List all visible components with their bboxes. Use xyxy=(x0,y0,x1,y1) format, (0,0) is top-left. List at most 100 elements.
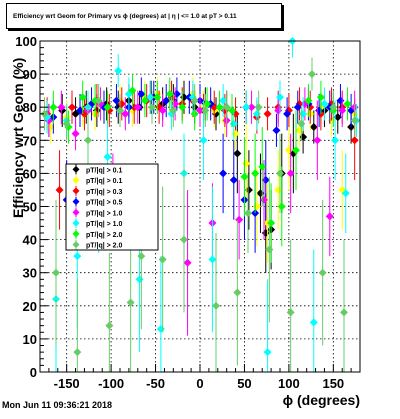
data-point xyxy=(292,146,300,155)
data-point xyxy=(244,185,253,194)
data-point xyxy=(240,172,249,181)
data-point xyxy=(49,103,58,112)
x-axis-label: ϕ (degrees) xyxy=(282,392,360,408)
data-point xyxy=(212,301,220,310)
y-tick-label: 100 xyxy=(15,34,37,49)
legend-label: pT/|q| > 0.1 xyxy=(86,167,123,174)
data-point xyxy=(219,96,228,105)
data-point xyxy=(265,245,274,254)
data-point xyxy=(178,103,187,112)
data-point xyxy=(68,103,76,112)
x-tick-label: 100 xyxy=(278,376,300,391)
data-point xyxy=(233,288,242,297)
data-point xyxy=(331,136,340,145)
data-point xyxy=(148,103,156,112)
data-point xyxy=(135,275,144,284)
y-tick-label: 50 xyxy=(23,200,37,215)
data-point xyxy=(252,202,261,211)
y-tick-label: 80 xyxy=(23,100,37,115)
legend-label: pT/|q| > 0.5 xyxy=(86,200,123,207)
y-axis-label: Efficiency wrt Geom (%) xyxy=(10,57,26,218)
data-point xyxy=(338,106,347,115)
y-tick-label: 90 xyxy=(23,67,37,82)
data-point xyxy=(263,109,272,118)
data-point xyxy=(276,93,284,102)
legend-label: pT/|q| > 1.0 xyxy=(86,210,123,217)
data-point xyxy=(286,169,295,178)
data-point xyxy=(190,96,199,105)
axes: -150 -100 -50 0 50 100 150 0 10 20 30 40 50 60 70 80 90 1… xyxy=(15,34,361,391)
x-tick-label: -150 xyxy=(54,376,80,391)
data-point xyxy=(222,103,231,112)
data-point xyxy=(137,252,146,261)
data-point xyxy=(233,149,242,158)
data-point xyxy=(133,103,142,112)
data-point xyxy=(114,66,123,75)
data-point xyxy=(263,348,272,357)
data-point xyxy=(208,255,217,264)
data-point xyxy=(137,89,146,98)
data-point xyxy=(52,268,60,277)
y-tick-label: 30 xyxy=(23,266,37,281)
data-point xyxy=(299,132,308,141)
data-point xyxy=(215,103,224,112)
data-point xyxy=(158,106,167,115)
data-point xyxy=(71,129,80,138)
timestamp-footer: Mon Jun 11 09:36:21 2018 xyxy=(2,400,113,410)
data-point xyxy=(295,126,304,135)
data-point xyxy=(112,96,121,105)
data-point xyxy=(350,136,359,145)
data-point xyxy=(229,176,238,185)
data-point xyxy=(251,169,260,178)
data-point xyxy=(244,209,252,218)
y-tick-label: 0 xyxy=(30,365,37,380)
data-point xyxy=(116,106,124,115)
x-tick-label: -50 xyxy=(146,376,165,391)
legend-label: pT/|q| > 2.0 xyxy=(86,243,123,250)
x-tick-label: 50 xyxy=(237,376,251,391)
chart-title: Efficiency wrt Geom for Primary vs ϕ (de… xyxy=(6,3,282,29)
data-point xyxy=(325,212,334,221)
data-point xyxy=(299,109,308,118)
data-point xyxy=(297,119,306,128)
legend-box xyxy=(65,163,159,251)
data-point xyxy=(318,268,327,277)
x-tick-label: 150 xyxy=(322,376,344,391)
data-point xyxy=(341,189,350,198)
y-tick-label: 20 xyxy=(23,299,37,314)
data-point xyxy=(78,93,87,102)
data-point xyxy=(274,185,283,194)
data-point xyxy=(162,96,171,105)
x-tick-label: 0 xyxy=(196,376,203,391)
data-point xyxy=(283,109,292,118)
legend-label: pT/|q| > 0.1 xyxy=(86,178,123,185)
data-point xyxy=(256,189,265,198)
data-point xyxy=(308,70,316,79)
data-point xyxy=(169,106,178,115)
y-tick-label: 60 xyxy=(23,166,37,181)
data-point xyxy=(199,136,208,145)
y-tick-label: 40 xyxy=(23,233,37,248)
data-point xyxy=(84,136,92,145)
data-point xyxy=(140,96,149,105)
data-point xyxy=(73,348,82,357)
data-point xyxy=(55,185,64,194)
data-point xyxy=(153,93,162,102)
data-point xyxy=(235,215,244,224)
legend-label: pT/|q| > 0.3 xyxy=(86,189,123,196)
data-point xyxy=(156,324,165,333)
data-point xyxy=(309,318,318,327)
data-point xyxy=(304,96,313,105)
data-point xyxy=(229,119,238,128)
data-points xyxy=(40,37,361,372)
data-point xyxy=(165,89,174,98)
data-point xyxy=(343,99,352,108)
data-point xyxy=(103,152,112,161)
data-point xyxy=(293,103,302,112)
data-point xyxy=(242,103,251,112)
data-point xyxy=(105,321,114,330)
data-point xyxy=(76,106,84,115)
legend-label: pT/|q| > 2.0 xyxy=(86,232,123,239)
data-point xyxy=(261,176,270,185)
